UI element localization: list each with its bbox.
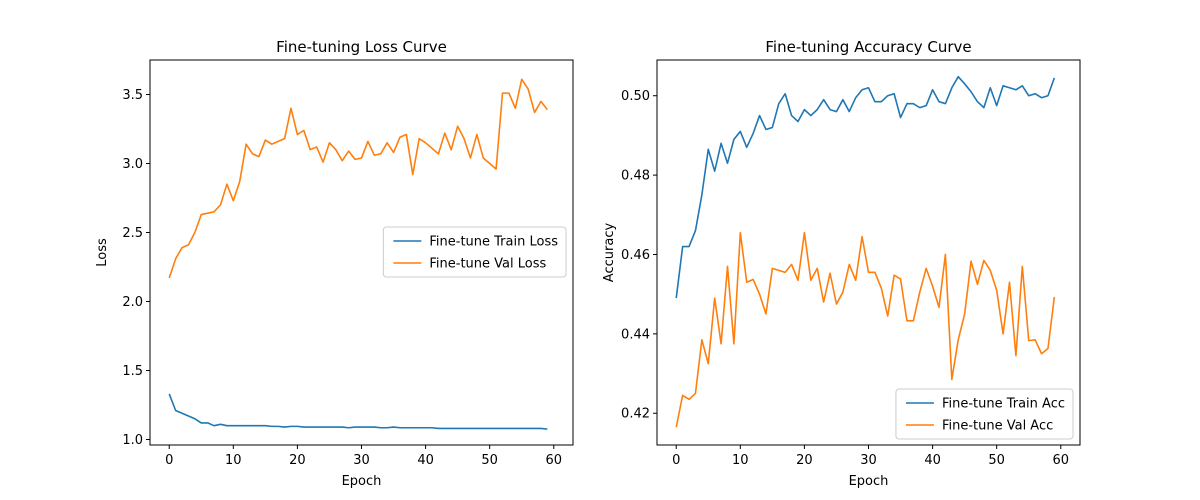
accuracy-ytick-label: 0.48 (621, 169, 650, 184)
loss-xtick-label: 0 (165, 453, 173, 468)
loss-legend-label-train: Fine-tune Train Loss (429, 235, 558, 250)
accuracy-xtick-label: 50 (988, 453, 1005, 468)
loss-xtick-label: 50 (481, 453, 498, 468)
accuracy-series-train-line (675, 75, 1056, 299)
loss-xtick-label: 10 (225, 453, 242, 468)
accuracy-series-val-line (675, 231, 1056, 428)
accuracy-ytick-label: 0.46 (621, 248, 650, 263)
accuracy-ytick-label: 0.42 (621, 407, 650, 422)
accuracy-chart-panel: Fine-tuning Accuracy Curve Epoch Accurac… (602, 38, 1081, 489)
loss-ytick-label: 2.0 (122, 295, 143, 310)
accuracy-chart-xlabel: Epoch (849, 474, 889, 489)
loss-legend-label-val: Fine-tune Val Loss (429, 257, 546, 272)
loss-ytick-label: 1.5 (122, 364, 143, 379)
accuracy-xtick-label: 10 (732, 453, 749, 468)
loss-ytick-label: 3.0 (122, 157, 143, 172)
loss-xtick-label: 40 (417, 453, 434, 468)
accuracy-ytick-label: 0.44 (621, 327, 650, 342)
loss-chart-xlabel: Epoch (342, 474, 382, 489)
loss-series-train-line (168, 393, 548, 430)
accuracy-axes-frame (656, 59, 1081, 446)
loss-axes-frame (149, 59, 574, 446)
loss-xtick-label: 60 (545, 453, 562, 468)
accuracy-chart-legend: Fine-tune Train Acc Fine-tune Val Acc (895, 388, 1074, 440)
loss-ytick-label: 3.5 (122, 88, 143, 103)
accuracy-legend-label-train: Fine-tune Train Acc (942, 397, 1065, 412)
accuracy-chart-ylabel: Accuracy (602, 223, 617, 283)
loss-chart-ylabel: Loss (95, 238, 110, 267)
loss-xtick-label: 20 (289, 453, 306, 468)
loss-legend-box (382, 226, 567, 278)
loss-chart-title: Fine-tuning Loss Curve (276, 38, 447, 56)
accuracy-chart-plot-area: 0 10 20 30 40 50 60 0.42 0.44 0.46 0.48 0.50 (621, 59, 1081, 468)
accuracy-ytick-label: 0.50 (621, 89, 650, 104)
loss-ytick-label: 2.5 (122, 226, 143, 241)
accuracy-chart-title: Fine-tuning Accuracy Curve (765, 38, 971, 56)
accuracy-xtick-label: 20 (796, 453, 813, 468)
loss-xtick-label: 30 (353, 453, 370, 468)
accuracy-legend-box (895, 388, 1074, 440)
loss-ytick-label: 1.0 (122, 433, 143, 448)
accuracy-xtick-label: 0 (672, 453, 680, 468)
accuracy-xtick-label: 30 (860, 453, 877, 468)
loss-chart-panel: Fine-tuning Loss Curve Epoch Loss 0 10 20 3… (95, 38, 574, 489)
loss-chart-legend: Fine-tune Train Loss Fine-tune Val Loss (382, 226, 567, 278)
accuracy-legend-label-val: Fine-tune Val Acc (942, 419, 1053, 434)
loss-series-val-line (168, 78, 548, 279)
loss-chart-plot-area: 0 10 20 30 40 50 60 1.0 1.5 2.0 2.5 3.0 3.5 (122, 59, 574, 468)
accuracy-xtick-label: 60 (1052, 453, 1069, 468)
accuracy-xtick-label: 40 (924, 453, 941, 468)
